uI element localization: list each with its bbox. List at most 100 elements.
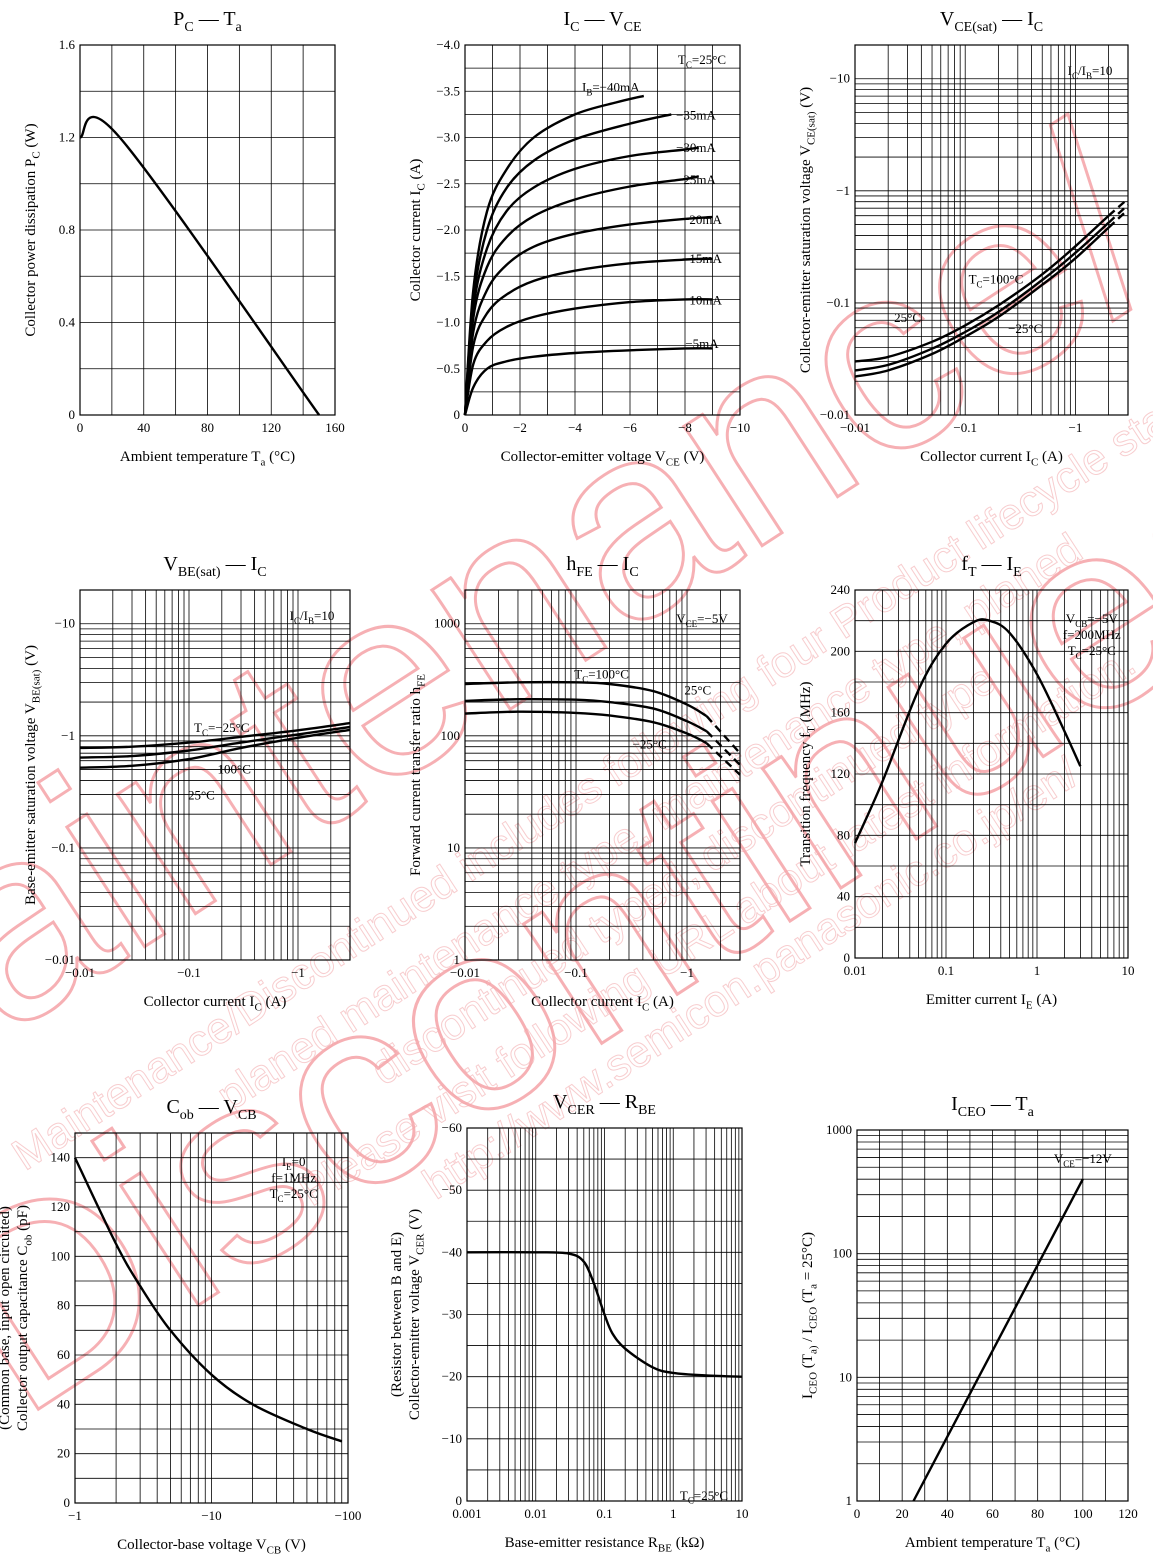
annotation-label: −35mA bbox=[676, 107, 716, 122]
x-tick-label: 10 bbox=[1122, 963, 1135, 978]
x-axis-label: Ambient temperature Ta (°C) bbox=[905, 1535, 1080, 1555]
plot-frame bbox=[79, 44, 336, 416]
y-tick-label: 140 bbox=[51, 1150, 71, 1165]
chart-hfe-ic: −0.01 −0.1 −1 1 10 100 1000 hFE — IC Collector c… bbox=[408, 553, 741, 1014]
chart-vbesat-ic: −0.01 −0.1 −1 −0.01 −0.1 −1 −10 VBE(sat) — IC Co… bbox=[23, 553, 351, 1014]
y-tick-label: 200 bbox=[831, 643, 851, 658]
y-tick-label: 40 bbox=[837, 889, 850, 904]
y-tick-label: 40 bbox=[57, 1396, 70, 1411]
y-tick-label: 1 bbox=[846, 1493, 853, 1508]
x-axis-label: Collector-base voltage VCB (V) bbox=[117, 1537, 306, 1557]
x-axis-label: Emitter current IE (A) bbox=[926, 992, 1057, 1012]
grid bbox=[80, 45, 335, 415]
annotation-label: −30mA bbox=[676, 140, 716, 155]
x-tick-label: −0.01 bbox=[65, 965, 95, 980]
y-axis-label: Forward current transfer ratio hFE bbox=[408, 674, 428, 876]
grid bbox=[467, 1128, 742, 1501]
y-tick-label: −0.1 bbox=[826, 295, 850, 310]
x-tick-label: −1 bbox=[680, 965, 694, 980]
y-tick-label: −1 bbox=[836, 183, 850, 198]
y-tick-label: −1.0 bbox=[436, 315, 460, 330]
annotation-label: −25°C bbox=[632, 737, 666, 752]
x-tick-label: 120 bbox=[1118, 1506, 1138, 1521]
grid bbox=[857, 1130, 1128, 1501]
series-line bbox=[464, 697, 708, 733]
y-tick-label: 100 bbox=[441, 728, 461, 743]
grid bbox=[855, 45, 1128, 415]
y-tick-label: −3.5 bbox=[436, 83, 460, 98]
chart-title: IC — VCE bbox=[564, 8, 642, 35]
y-tick-label: −0.5 bbox=[436, 361, 460, 376]
y-tick-label: −20 bbox=[442, 1369, 462, 1384]
y-tick-label: −40 bbox=[442, 1244, 462, 1259]
series-line-dashed bbox=[705, 742, 741, 776]
series-line bbox=[79, 721, 351, 750]
x-axis-label: Base-emitter resistance RBE (kΩ) bbox=[505, 1535, 705, 1555]
plot-frame bbox=[74, 1132, 349, 1504]
x-tick-label: 1 bbox=[1034, 963, 1041, 978]
y-tick-label: −50 bbox=[442, 1182, 462, 1197]
x-tick-label: −0.1 bbox=[953, 420, 977, 435]
y-axis-label-2: (Common base, input open circuited) bbox=[0, 1206, 13, 1430]
grid bbox=[465, 590, 740, 960]
chart-title: ICEO — Ta bbox=[951, 1093, 1035, 1120]
x-tick-label: 20 bbox=[896, 1506, 909, 1521]
y-axis-label: ICEO (Ta) / ICEO (Ta = 25°C) bbox=[800, 1232, 820, 1399]
series-line bbox=[463, 94, 645, 416]
chart-vcer-rbe: 0.001 0.01 0.1 1 10 0 −10 −20 −30 −40 −50 −60 VCER —… bbox=[389, 1091, 749, 1555]
chart-title: Cob — VCB bbox=[166, 1096, 256, 1123]
series-line bbox=[854, 226, 1110, 378]
y-tick-label: 0 bbox=[64, 1495, 71, 1510]
x-tick-label: 40 bbox=[137, 420, 150, 435]
annotation-label: −10mA bbox=[682, 292, 722, 307]
series-line bbox=[463, 113, 672, 416]
y-tick-label: 100 bbox=[51, 1248, 71, 1263]
x-tick-label: 100 bbox=[1073, 1506, 1093, 1521]
annotation-label: TC=25°C bbox=[1068, 643, 1116, 661]
x-tick-label: −1 bbox=[291, 965, 305, 980]
series-line bbox=[464, 680, 708, 718]
y-axis-label-2: (Resistor between B and E) bbox=[389, 1232, 405, 1397]
y-axis-label: Base-emitter saturation voltage VBE(sat)… bbox=[23, 645, 43, 905]
y-tick-label: 20 bbox=[57, 1446, 70, 1461]
x-tick-label: 0 bbox=[77, 420, 84, 435]
series-line-dashed bbox=[705, 715, 741, 755]
series-line bbox=[463, 257, 713, 416]
y-tick-label: 0 bbox=[844, 950, 851, 965]
x-tick-label: −6 bbox=[623, 420, 637, 435]
grid bbox=[80, 590, 350, 960]
series-line bbox=[463, 297, 713, 416]
plot-frame bbox=[854, 44, 1129, 416]
y-axis-label: Collector-emitter voltage VCER (V) bbox=[407, 1209, 427, 1420]
chart-title: VCE(sat) — IC bbox=[940, 8, 1043, 35]
chart-title: VBE(sat) — IC bbox=[163, 553, 266, 580]
chart-ic-vce: 0 −2 −4 −6 −8 −10 0 −0.5 −1.0 −1.5 −2.0 −2.5 −3.0 −3.… bbox=[408, 8, 750, 469]
annotation-label: VCE=−5V bbox=[676, 611, 728, 629]
x-tick-label: 160 bbox=[325, 420, 345, 435]
x-tick-label: −0.01 bbox=[450, 965, 480, 980]
y-tick-label: 10 bbox=[839, 1369, 852, 1384]
grid bbox=[75, 1133, 348, 1503]
x-tick-label: 120 bbox=[262, 420, 282, 435]
annotation-label: VCB=−5V bbox=[1066, 611, 1119, 629]
annotation-label: f=1MHz bbox=[271, 1170, 316, 1185]
x-tick-label: 1 bbox=[670, 1506, 677, 1521]
y-tick-label: 0 bbox=[69, 407, 76, 422]
y-tick-label: 0.4 bbox=[59, 315, 76, 330]
annotation-label: TC=25°C bbox=[270, 1186, 318, 1204]
y-tick-label: 120 bbox=[831, 766, 851, 781]
y-tick-label: 80 bbox=[837, 827, 850, 842]
plot-frame bbox=[79, 589, 351, 961]
annotation-label: −20mA bbox=[682, 212, 722, 227]
x-tick-label: −10 bbox=[201, 1508, 221, 1523]
y-tick-label: 120 bbox=[51, 1199, 71, 1214]
x-tick-label: 0.01 bbox=[844, 963, 867, 978]
x-tick-label: −10 bbox=[730, 420, 750, 435]
y-tick-label: 10 bbox=[447, 840, 460, 855]
series-line bbox=[853, 618, 1082, 844]
annotation-label: TC=100°C bbox=[574, 666, 629, 684]
y-tick-label: 0 bbox=[456, 1493, 463, 1508]
y-tick-label: 1 bbox=[454, 952, 461, 967]
y-axis-label: Collector output capacitance Cob (pF) bbox=[15, 1205, 35, 1431]
series-line bbox=[463, 175, 700, 416]
